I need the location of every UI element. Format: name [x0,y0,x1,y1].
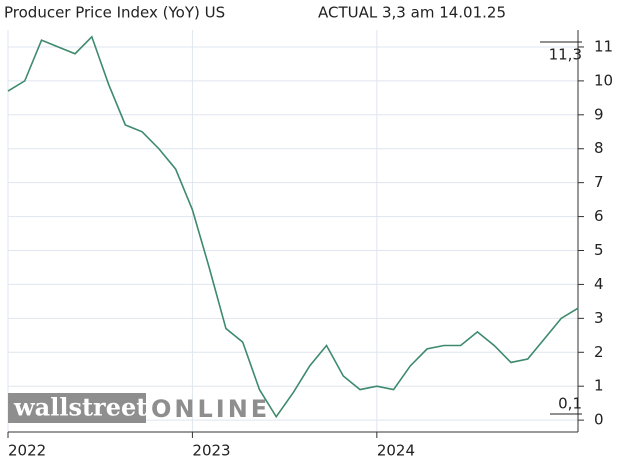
y-tick-label: 10 [594,71,613,89]
y-tick-label: 4 [594,275,604,293]
chart-title: Producer Price Index (YoY) US [4,4,225,22]
y-tick-label: 1 [594,377,604,395]
y-tick-label: 7 [594,173,604,191]
y-tick-label: 11 [594,37,613,55]
x-tick-label: 2023 [192,442,230,460]
chart-subtitle: ACTUAL 3,3 am 14.01.25 [318,4,506,22]
y-tick-label: 0 [594,411,604,429]
y-tick-label: 6 [594,207,604,225]
watermark: wallstreet [13,393,147,422]
watermark-box [8,393,146,423]
data-line [7,35,579,419]
min-label: 0,1 [558,395,582,413]
y-tick-label: 3 [594,309,604,327]
y-tick-label: 5 [594,241,604,259]
max-label: 11,3 [549,46,582,64]
y-tick-label: 8 [594,139,604,157]
x-tick-label: 2024 [377,442,415,460]
watermark: ONLINE [151,395,270,423]
y-tick-label: 9 [594,105,604,123]
x-tick-label: 2022 [8,442,46,460]
y-tick-label: 2 [594,343,604,361]
